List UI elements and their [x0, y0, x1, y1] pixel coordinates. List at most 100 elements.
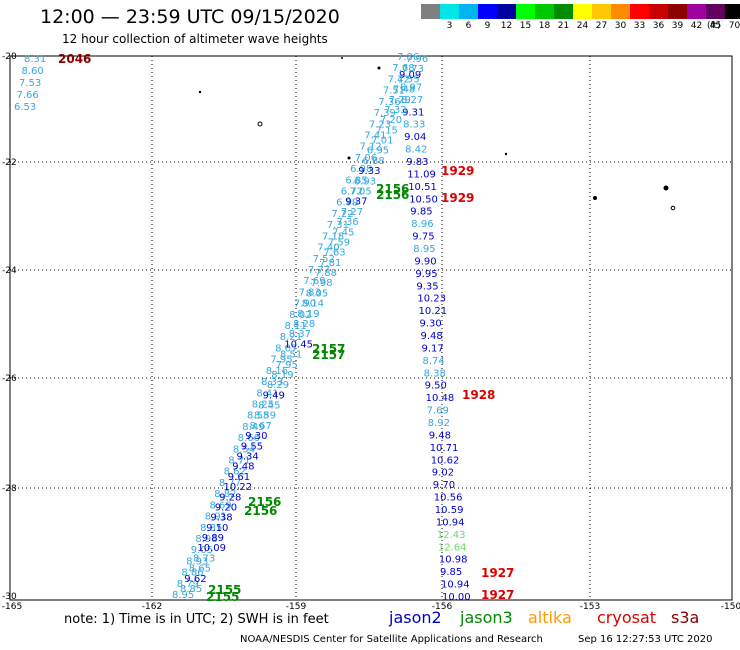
wave-height-value: 6.95: [367, 146, 389, 157]
wave-height-value: 8.28: [293, 319, 315, 330]
wave-height-value: 7.86: [397, 52, 419, 63]
wave-height-value: 9.85: [440, 567, 462, 578]
pass-time-label: 1928: [462, 388, 495, 402]
wave-height-value: 10.23: [417, 294, 446, 305]
wave-height-value: 7.52: [313, 254, 335, 265]
wave-height-value: 7.31: [327, 220, 349, 231]
wave-height-value: 11.09: [407, 169, 436, 180]
wave-height-value: 7.88: [315, 268, 337, 279]
wave-height-value: 8.85: [200, 523, 222, 534]
wave-height-value: 9.30: [245, 431, 267, 442]
wave-height-value: 6.53: [14, 102, 36, 113]
satellite-name-cryosat: cryosat: [597, 608, 657, 627]
footer-note: note: 1) Time is in UTC; 2) SWH is in fe…: [64, 612, 329, 627]
map-title: 12:00 — 23:59 UTC 09/15/2020: [40, 6, 340, 28]
wave-height-value: 8.69: [210, 500, 232, 511]
wave-height-value: 9.70: [433, 480, 455, 491]
map-grid: [10, 56, 732, 600]
wave-height-value: 7.12: [360, 142, 382, 153]
wave-height-value: 7.06: [355, 153, 377, 164]
wave-height-value: 10.51: [408, 182, 437, 193]
map-subtitle: 12 hour collection of altimeter wave hei…: [62, 32, 328, 46]
legend-label: 30: [614, 21, 627, 31]
wave-height-value: 10.50: [409, 194, 438, 205]
wave-height-value: 8.02: [289, 310, 311, 321]
wave-height-value: 8.91: [205, 512, 227, 523]
wave-height-value: 12.64: [438, 542, 467, 553]
wave-height-value: 9.95: [415, 269, 437, 280]
credit-text: NOAA/NESDIS Center for Satellite Applica…: [240, 634, 543, 645]
wave-height-value: 8.37: [289, 329, 311, 340]
legend-swatch: [649, 4, 668, 19]
wave-height-value: 10.62: [431, 455, 460, 466]
legend-label: 39: [671, 21, 684, 31]
wave-height-value: 9.83: [406, 157, 428, 168]
wave-height-value: 7.20: [380, 115, 402, 126]
legend-swatch: [687, 4, 706, 19]
lat-label: -30: [2, 592, 17, 602]
wave-height-value: 8.95: [413, 244, 435, 255]
wave-height-value: 8.71: [228, 456, 250, 467]
wave-height-value: 8.65: [189, 564, 211, 575]
legend-swatch: [706, 4, 725, 19]
wave-height-value: 7.36: [378, 97, 400, 108]
wave-height-value: 9.48: [421, 331, 443, 342]
pass-time-label: 1929: [441, 191, 474, 205]
wave-height-value: 9.90: [414, 256, 436, 267]
wave-height-value: 9.28: [219, 492, 241, 503]
wave-height-value: 8.11: [285, 321, 307, 332]
wave-height-value: 8.33: [403, 120, 425, 131]
wave-height-value: 8.51: [280, 350, 302, 361]
legend-label: 15: [519, 21, 532, 31]
legend-label: 6: [465, 21, 472, 31]
wave-height-value: 8.73: [193, 553, 215, 564]
wave-height-value: 8.82: [214, 489, 236, 500]
pass-time-label: 2156: [376, 188, 409, 202]
wave-height-value: 10.94: [436, 517, 465, 528]
wave-height-value: 8.74: [423, 356, 445, 367]
wave-height-value: 8.19: [271, 370, 293, 381]
wave-height-value: 7.83: [299, 287, 321, 298]
wave-height-value: 10.98: [439, 555, 468, 566]
wave-height-value: 10.94: [441, 580, 470, 591]
wave-height-value: 9.62: [184, 574, 206, 585]
wave-height-value: 9.37: [345, 197, 367, 208]
wave-height-value: 7.90: [294, 299, 316, 310]
wave-height-value: 8.66: [238, 433, 260, 444]
wave-height-value: 9.49: [263, 390, 285, 401]
wave-height-value: 7.51: [383, 86, 405, 97]
wave-height-value: 9.50: [425, 381, 447, 392]
wave-height-value: 9.55: [241, 441, 263, 452]
pass-time-label: 2157: [312, 342, 345, 356]
legend-label: 21: [557, 21, 570, 31]
legend-label: 18: [538, 21, 551, 31]
wave-height-value: 9.04: [404, 132, 426, 143]
wave-height-value: 9.38: [210, 513, 232, 524]
wave-height-value: 7.40: [317, 243, 339, 254]
wave-height-value: 9.31: [402, 107, 424, 118]
wave-height-value: 10.21: [419, 306, 448, 317]
wave-height-value: 8.60: [22, 66, 44, 77]
wave-height-value: 8.49: [242, 422, 264, 433]
pass-time-label: 2046: [58, 52, 91, 66]
wave-height-value: 7.29: [389, 95, 411, 106]
island: [504, 152, 508, 156]
island-markers: [198, 57, 676, 211]
wave-height-value: 7.77: [308, 265, 330, 276]
pass-time-label: 2156: [244, 504, 277, 518]
wave-height-value: 9.02: [432, 468, 454, 479]
wave-height-value: 10.59: [435, 505, 464, 516]
lon-label: -156: [431, 602, 453, 612]
island: [257, 121, 263, 127]
wave-height-value: 7.98: [310, 278, 332, 289]
wave-height-value: 9.34: [237, 452, 259, 463]
wave-height-value: 7.73: [402, 64, 424, 75]
wave-height-value: 6.98: [350, 164, 372, 175]
wave-height-value: 6.93: [354, 176, 376, 187]
generated-timestamp: Sep 16 12:27:53 UTC 2020: [578, 634, 713, 645]
legend-swatch: [668, 4, 687, 19]
wave-height-value: 7.53: [19, 78, 41, 89]
island: [341, 57, 343, 59]
lat-label: -28: [2, 484, 17, 494]
wave-height-value: 8.95: [172, 590, 194, 601]
